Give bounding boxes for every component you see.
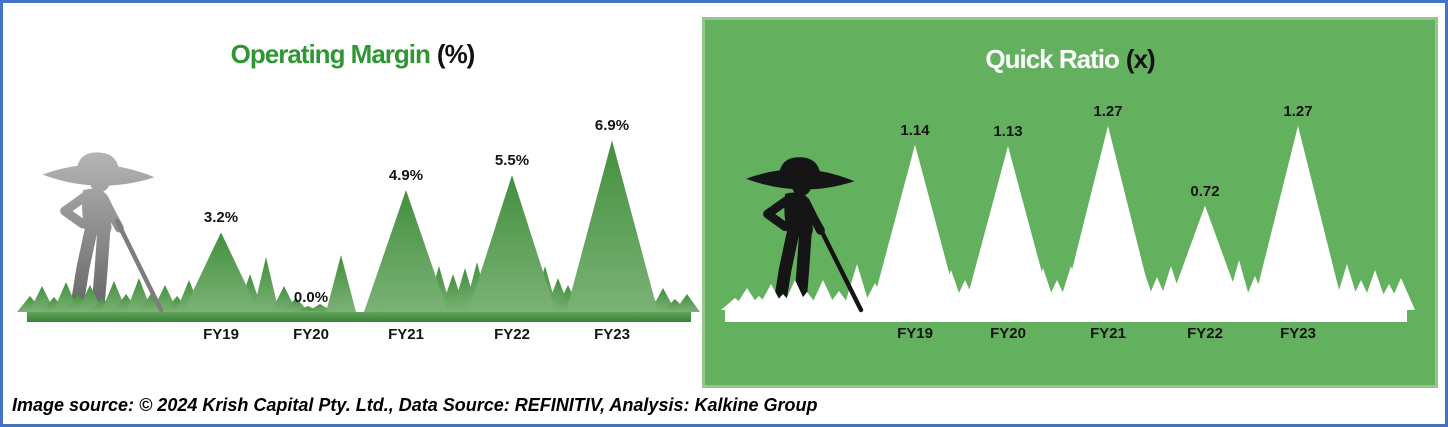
peak-triangle [253,257,279,312]
value-label: 5.5% [495,152,529,169]
peak-triangle [674,294,700,312]
category-labels: FY19 FY20 FY21 FY22 FY23 [897,325,1316,342]
peak-triangle [283,298,309,312]
farmer-arm-akimbo [763,194,794,232]
peak-triangle [183,232,259,312]
baseline-strip [725,310,1407,322]
operating-margin-title-unit: (%) [436,39,475,69]
operating-margin-title: Operating Margin (%) [3,39,702,70]
quick-ratio-panel: Quick Ratio (x) [702,17,1438,388]
category-label: FY22 [494,326,530,343]
farmer-head [90,172,110,193]
farmer-silhouette-black [746,157,855,312]
value-label: 1.14 [900,122,930,139]
operating-margin-chart: 3.2% 0.0% 4.9% 5.5% 6.9% FY19 FY20 FY21 … [17,117,700,343]
category-labels: FY19 FY20 FY21 FY22 FY23 [203,326,630,343]
value-label: 1.13 [993,123,1022,140]
quick-ratio-chart: 1.14 1.13 1.27 0.72 1.27 FY19 FY20 FY21 … [721,103,1415,342]
peak-triangle [1167,205,1243,310]
farmer-leg-right [91,225,111,308]
farmer-leg-left [773,227,800,308]
peak-series [17,140,700,312]
category-label: FY19 [897,325,933,342]
value-label: 6.9% [595,117,629,134]
peak-triangle [871,144,959,310]
peak-triangle [964,146,1052,310]
category-label: FY21 [388,326,424,343]
peak-triangle [1062,125,1154,310]
farmer-head [792,176,812,196]
value-labels: 1.14 1.13 1.27 0.72 1.27 [900,103,1312,200]
charts-row: Operating Margin (%) [3,3,1445,388]
value-label: 3.2% [204,209,238,226]
category-label: FY23 [1280,325,1316,342]
peak-triangle [843,264,871,310]
category-label: FY21 [1090,325,1126,342]
quick-ratio-title-text: Quick Ratio [985,44,1119,74]
peak-triangle [1387,278,1415,310]
peak-triangle [364,189,448,312]
operating-margin-panel: Operating Margin (%) [3,3,702,388]
quick-ratio-title: Quick Ratio (x) [705,44,1435,75]
value-label: 0.0% [294,289,328,306]
farmer-hat-crown [778,157,821,182]
farmer-leg-left [71,225,98,308]
category-label: FY19 [203,326,239,343]
peak-series [721,125,1415,310]
baseline-strip [27,312,691,322]
value-labels: 3.2% 0.0% 4.9% 5.5% 6.9% [204,117,629,306]
category-label: FY23 [594,326,630,343]
value-label: 4.9% [389,167,423,184]
peak-triangle [326,255,356,312]
farmer-leg-right [793,227,812,308]
peak-triangle [1252,125,1344,310]
peak-triangle [283,309,339,312]
category-label: FY20 [990,325,1026,342]
peak-triangle [809,280,837,310]
farmer-hat-crown [76,152,120,178]
hoe-stick [114,218,164,313]
category-label: FY22 [1187,325,1223,342]
source-attribution: Image source: © 2024 Krish Capital Pty. … [3,388,1445,424]
value-label: 0.72 [1190,183,1219,200]
hoe-stick [815,221,864,313]
operating-margin-title-text: Operating Margin [230,39,431,69]
quick-ratio-title-unit: (x) [1125,44,1156,74]
farmer-arm-akimbo [60,190,92,229]
category-label: FY20 [293,326,329,343]
value-label: 1.27 [1283,103,1312,120]
peak-triangle [468,175,556,312]
peak-triangle [566,140,658,312]
value-label: 1.27 [1093,103,1122,120]
